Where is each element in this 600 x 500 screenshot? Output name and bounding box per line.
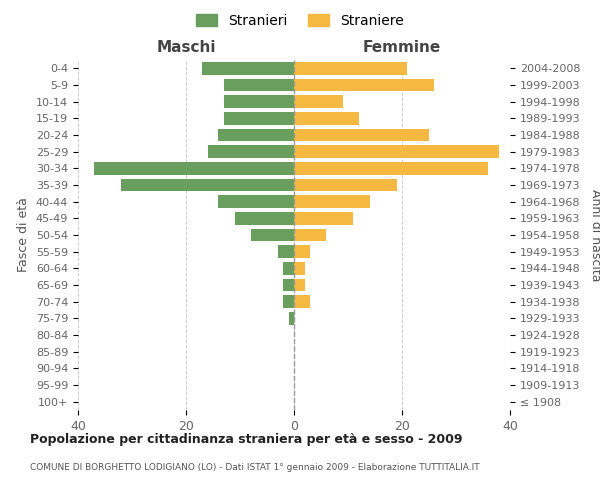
Bar <box>294 246 310 258</box>
Bar <box>294 129 429 141</box>
Legend: Stranieri, Straniere: Stranieri, Straniere <box>192 10 408 32</box>
Bar <box>294 296 310 308</box>
Bar <box>218 129 294 141</box>
Bar <box>294 96 343 108</box>
Bar <box>224 112 294 124</box>
Bar <box>294 179 397 192</box>
Text: Maschi: Maschi <box>156 40 216 55</box>
Bar <box>94 162 294 174</box>
Bar <box>224 96 294 108</box>
Bar <box>289 312 294 324</box>
Bar <box>251 229 294 241</box>
Bar <box>224 79 294 92</box>
Bar <box>294 146 499 158</box>
Text: Femmine: Femmine <box>363 40 441 55</box>
Bar <box>294 229 326 241</box>
Bar <box>294 262 305 274</box>
Bar <box>283 262 294 274</box>
Text: Popolazione per cittadinanza straniera per età e sesso - 2009: Popolazione per cittadinanza straniera p… <box>30 432 463 446</box>
Bar <box>294 62 407 74</box>
Bar <box>202 62 294 74</box>
Bar <box>208 146 294 158</box>
Bar <box>121 179 294 192</box>
Bar <box>294 212 353 224</box>
Bar <box>294 196 370 208</box>
Y-axis label: Anni di nascita: Anni di nascita <box>589 188 600 281</box>
Y-axis label: Fasce di età: Fasce di età <box>17 198 31 272</box>
Bar <box>294 279 305 291</box>
Text: COMUNE DI BORGHETTO LODIGIANO (LO) - Dati ISTAT 1° gennaio 2009 - Elaborazione T: COMUNE DI BORGHETTO LODIGIANO (LO) - Dat… <box>30 462 479 471</box>
Bar <box>235 212 294 224</box>
Bar <box>294 162 488 174</box>
Bar <box>278 246 294 258</box>
Bar <box>294 79 434 92</box>
Bar <box>294 112 359 124</box>
Bar <box>283 279 294 291</box>
Bar <box>283 296 294 308</box>
Bar <box>218 196 294 208</box>
